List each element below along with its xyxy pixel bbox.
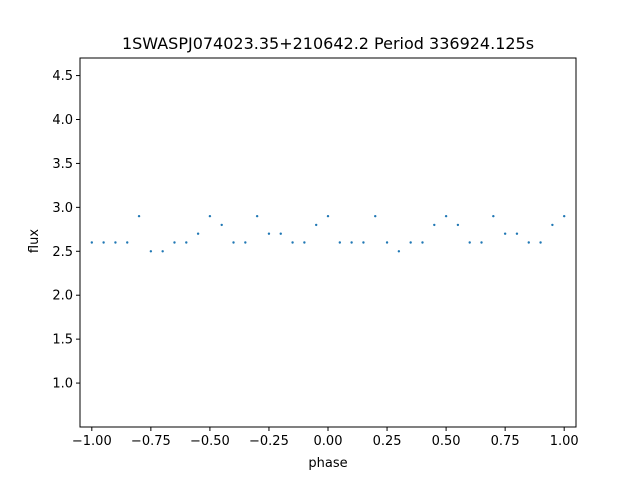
data-point <box>314 223 318 227</box>
x-axis-ticks: −1.00 −0.75 −0.50 −0.25 0.00 0.25 0.50 0.75 1.00 <box>72 427 579 449</box>
data-point <box>551 223 554 227</box>
data-point <box>444 214 448 218</box>
data-point <box>255 214 259 218</box>
data-point <box>350 241 353 244</box>
y-tick-label: 1.5 <box>52 333 73 348</box>
x-tick-label: 1.00 <box>550 434 579 449</box>
x-tick-label: −0.75 <box>131 434 171 449</box>
data-point <box>326 214 330 218</box>
data-point <box>456 223 460 227</box>
chart-title: 1SWASPJ074023.35+210642.2 Period 336924.… <box>122 34 534 53</box>
data-point <box>492 214 495 218</box>
data-point <box>468 241 471 244</box>
data-point <box>291 241 294 244</box>
data-point <box>126 241 129 244</box>
y-tick-label: 3.0 <box>52 201 73 216</box>
data-point <box>114 241 117 244</box>
data-point <box>208 214 212 218</box>
data-point <box>267 232 271 235</box>
data-point <box>385 241 389 244</box>
data-point <box>527 241 530 244</box>
data-point <box>185 241 188 244</box>
y-tick-label: 3.5 <box>52 157 73 172</box>
data-point <box>374 214 377 218</box>
data-point <box>515 232 519 235</box>
data-point <box>409 241 412 244</box>
data-point <box>338 241 342 244</box>
data-point <box>102 241 105 244</box>
data-point <box>480 241 483 244</box>
data-point <box>539 241 542 244</box>
data-points <box>90 214 566 253</box>
y-axis-ticks: 1.0 1.5 2.0 2.5 3.0 3.5 4.0 4.5 <box>52 69 80 392</box>
data-point <box>433 223 436 227</box>
y-axis-label: flux <box>27 229 42 253</box>
y-tick-label: 4.0 <box>52 113 73 128</box>
data-point <box>161 250 164 253</box>
data-point <box>244 241 247 244</box>
data-point <box>220 223 223 227</box>
data-point <box>196 232 200 235</box>
data-point <box>90 241 94 244</box>
data-point <box>137 214 141 218</box>
data-point <box>562 214 566 218</box>
y-tick-label: 1.0 <box>52 377 73 392</box>
x-axis-label: phase <box>308 456 347 471</box>
data-point <box>232 241 235 244</box>
x-tick-label: 0.00 <box>314 434 343 449</box>
data-point <box>362 241 365 244</box>
y-tick-label: 2.0 <box>52 289 73 304</box>
data-point <box>397 250 401 253</box>
x-tick-label: 0.75 <box>491 434 520 449</box>
x-tick-label: −0.25 <box>249 434 289 449</box>
x-tick-label: 0.25 <box>373 434 402 449</box>
x-tick-label: −1.00 <box>72 434 112 449</box>
data-point <box>503 232 507 235</box>
y-tick-label: 4.5 <box>52 69 73 84</box>
y-tick-label: 2.5 <box>52 245 73 260</box>
x-tick-label: −0.50 <box>190 434 230 449</box>
data-point <box>173 241 176 244</box>
data-point <box>149 250 153 253</box>
data-point <box>421 241 424 244</box>
data-point <box>303 241 306 244</box>
data-point <box>279 232 282 235</box>
x-tick-label: 0.50 <box>432 434 461 449</box>
